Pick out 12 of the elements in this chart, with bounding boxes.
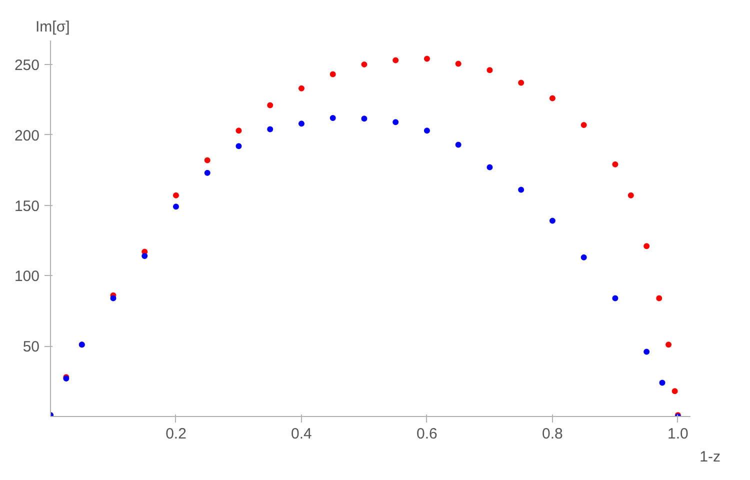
x-tick-label: 0.2 <box>166 426 186 442</box>
x-tick-label: 0.6 <box>416 426 438 442</box>
x-tick-label: 0.8 <box>542 426 563 442</box>
x-tick-label: 1.0 <box>668 426 688 442</box>
y-tick-label: 200 <box>14 127 40 144</box>
y-tick-label: 250 <box>14 56 40 74</box>
y-tick-label: 100 <box>14 268 40 286</box>
y-tick-label: 50 <box>22 338 40 356</box>
y-axis-title: Im[σ] <box>36 18 70 36</box>
x-axis-title: 1-z <box>700 448 721 466</box>
x-tick-label: 0.4 <box>291 426 312 442</box>
y-tick-label: 150 <box>14 198 40 215</box>
